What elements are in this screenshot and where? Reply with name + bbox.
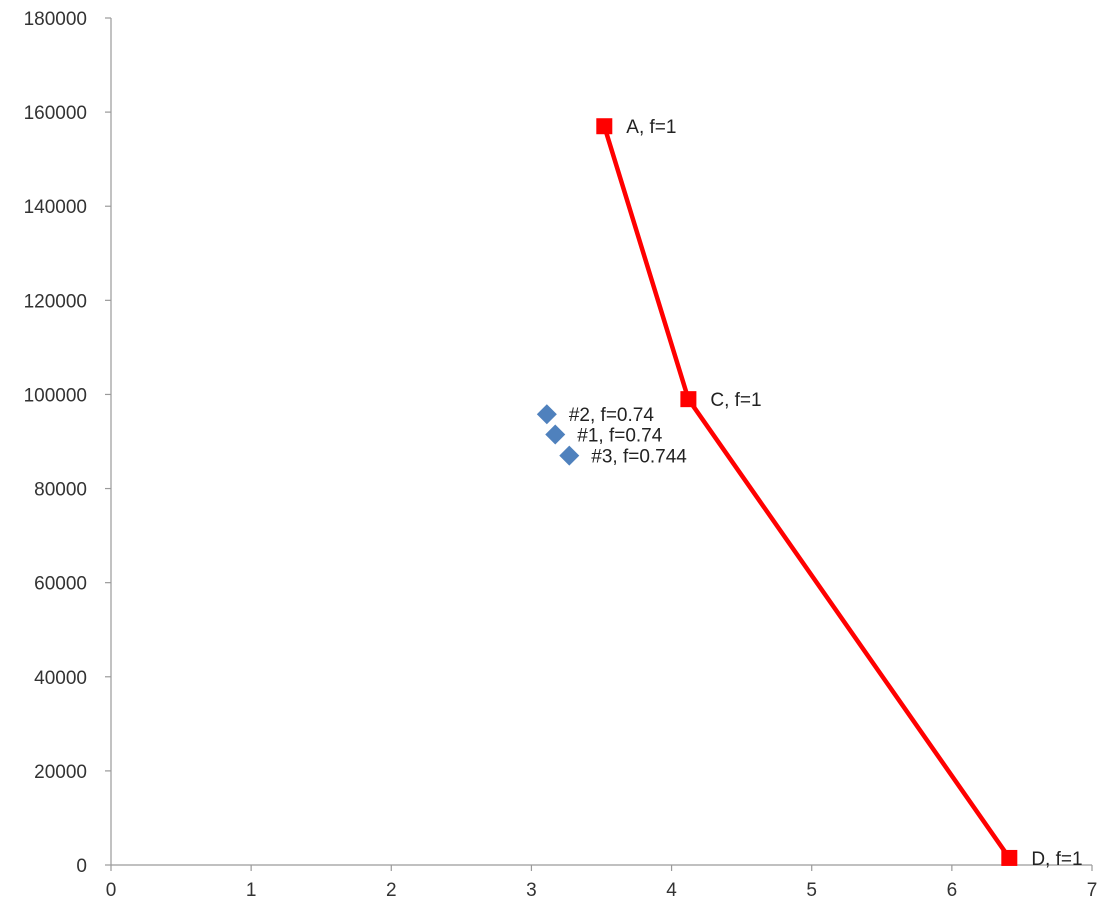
point-label: #1, f=0.74: [577, 425, 662, 446]
data-labels: A, f=1 C, f=1 D, f=1 #1, f=0.74#2, f=0.74 #3…: [569, 117, 1083, 870]
square-marker: [1001, 849, 1018, 866]
y-tick-label: 180000: [24, 9, 87, 30]
diamond-marker: [559, 445, 580, 466]
x-tick-label: 0: [106, 880, 117, 901]
y-tick-label: 160000: [24, 103, 87, 124]
point-label: #3, f=0.744: [591, 447, 687, 468]
y-tick-label: 120000: [24, 291, 87, 312]
y-tick-label: 0: [76, 856, 87, 877]
point-label: D, f=1: [1031, 849, 1082, 870]
y-tick-label: 20000: [34, 762, 87, 783]
y-tick-label: 80000: [34, 480, 87, 501]
y-tick-label: 100000: [24, 385, 87, 406]
point-label: #2, f=0.74: [569, 405, 654, 426]
data-markers: [536, 118, 1018, 866]
x-tick-label: 7: [1087, 880, 1098, 901]
y-tick-label: 60000: [34, 574, 87, 595]
x-tick-label: 6: [947, 880, 958, 901]
y-tick-label: 140000: [24, 197, 87, 218]
x-tick-label: 2: [386, 880, 397, 901]
x-tick-label: 1: [246, 880, 257, 901]
series-lines: [602, 123, 1012, 861]
point-label: C, f=1: [710, 390, 761, 411]
x-tick-label: 5: [806, 880, 817, 901]
square-marker: [596, 118, 613, 135]
x-tick-label: 3: [526, 880, 537, 901]
diamond-marker: [536, 404, 557, 425]
square-marker: [680, 391, 697, 408]
axes: [105, 17, 1093, 871]
x-tick-label: 4: [666, 880, 677, 901]
point-label: A, f=1: [626, 117, 676, 138]
tick-labels: 0 20000 40000 60000 80000 100000 120000 140000 1…: [24, 9, 1098, 901]
series-line: [602, 123, 1012, 861]
y-tick-label: 40000: [34, 668, 87, 689]
diamond-marker: [545, 424, 566, 445]
